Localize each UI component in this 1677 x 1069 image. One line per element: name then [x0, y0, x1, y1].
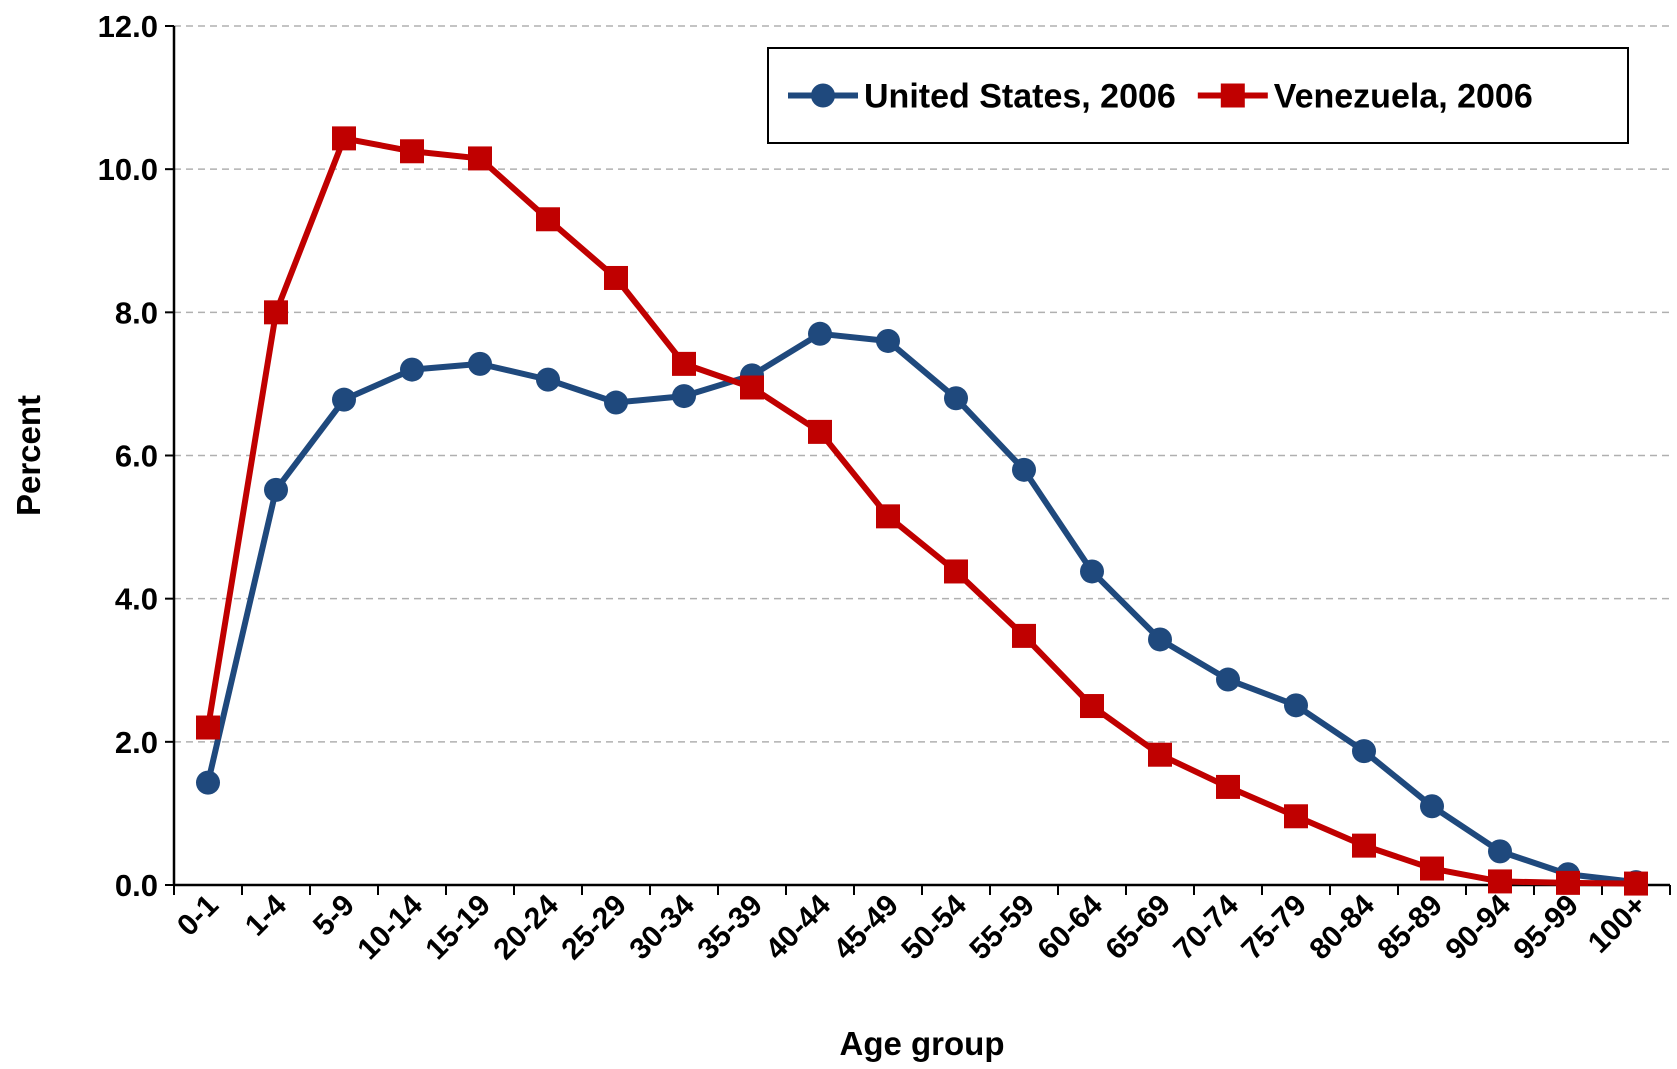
x-tick-label: 75-79	[1235, 889, 1313, 967]
x-tick-label: 10-14	[351, 888, 429, 966]
x-tick-label: 95-99	[1507, 889, 1585, 967]
marker	[604, 390, 628, 415]
marker	[1012, 623, 1036, 648]
marker	[876, 328, 900, 353]
marker	[672, 351, 696, 376]
marker	[1352, 739, 1376, 764]
x-tick-label: 60-64	[1031, 888, 1109, 966]
marker	[604, 265, 628, 290]
marker	[264, 477, 288, 502]
y-tick-label: 8.0	[115, 295, 158, 330]
x-tick-label: 35-39	[691, 889, 769, 967]
x-tick-label: 85-89	[1371, 889, 1449, 967]
x-tick-label: 70-74	[1167, 888, 1245, 966]
series-line	[205, 330, 1637, 886]
marker	[1488, 839, 1512, 864]
marker	[944, 386, 968, 411]
y-tick-label: 2.0	[115, 725, 158, 760]
x-tick-label: 5-9	[307, 889, 361, 943]
x-tick-label: 80-84	[1303, 888, 1381, 966]
marker	[196, 770, 220, 795]
x-tick-label: 30-34	[623, 888, 701, 966]
x-tick-label: 20-24	[487, 888, 565, 966]
x-tick-label: 45-49	[827, 889, 905, 967]
y-tick-label: 0.0	[115, 868, 158, 903]
marker	[1284, 804, 1308, 829]
series-line	[205, 135, 1637, 887]
x-tick-label: 40-44	[759, 888, 837, 966]
legend-label: United States, 2006	[864, 78, 1176, 116]
marker	[400, 139, 424, 164]
marker	[468, 351, 492, 376]
marker	[468, 146, 492, 171]
y-tick-label: 6.0	[115, 439, 158, 474]
x-tick-label: 55-59	[963, 889, 1041, 967]
marker	[264, 300, 288, 325]
y-tick-label: 10.0	[98, 152, 158, 187]
marker	[400, 357, 424, 382]
marker	[808, 419, 832, 444]
marker	[1216, 667, 1240, 692]
marker	[1488, 869, 1512, 894]
marker	[1352, 833, 1376, 858]
x-tick-label: 100+	[1582, 889, 1653, 960]
marker	[1420, 794, 1444, 819]
x-tick-label: 65-69	[1099, 889, 1177, 967]
marker	[1284, 693, 1308, 718]
marker	[944, 559, 968, 584]
x-tick-label: 0-1	[171, 889, 225, 943]
marker	[811, 83, 835, 108]
marker	[332, 387, 356, 412]
marker	[1420, 856, 1444, 881]
marker	[1148, 627, 1172, 652]
x-tick-label: 1-4	[239, 888, 293, 942]
marker	[536, 207, 560, 232]
y-tick-label: 12.0	[98, 9, 158, 44]
x-tick-label: 15-19	[419, 889, 497, 967]
marker	[332, 126, 356, 151]
marker	[740, 375, 764, 400]
marker	[1624, 871, 1648, 896]
x-tick-label: 25-29	[555, 889, 633, 967]
marker	[876, 504, 900, 529]
marker	[808, 321, 832, 346]
legend-label: Venezuela, 2006	[1274, 78, 1533, 116]
marker	[196, 715, 220, 740]
marker	[1220, 83, 1245, 108]
marker	[1556, 870, 1580, 895]
y-axis-label: Percent	[10, 395, 47, 516]
marker	[536, 367, 560, 392]
marker	[1216, 774, 1240, 799]
marker	[1080, 694, 1104, 719]
marker	[672, 384, 696, 409]
x-tick-label: 90-94	[1439, 888, 1517, 966]
marker	[1080, 559, 1104, 584]
marker	[1012, 457, 1036, 482]
x-tick-label: 50-54	[895, 888, 973, 966]
marker	[1148, 742, 1172, 767]
y-tick-label: 4.0	[115, 582, 158, 617]
x-axis-label: Age group	[840, 1025, 1005, 1062]
